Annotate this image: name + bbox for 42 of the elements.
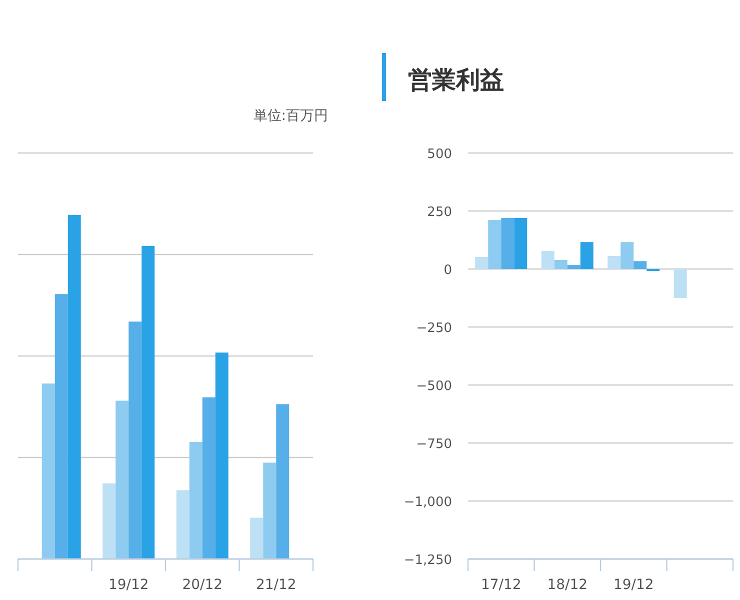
y-tick-label: 250: [427, 205, 452, 220]
y-tick-label: −750: [416, 437, 452, 452]
bar: [116, 400, 129, 559]
x-tick-label: 20/12: [182, 577, 223, 593]
x-tick-label: 21/12: [256, 577, 296, 593]
bar: [488, 220, 502, 269]
bar: [580, 242, 594, 269]
y-tick-label: −1,250: [404, 553, 452, 568]
bar: [567, 265, 580, 269]
bar: [215, 352, 228, 559]
bar: [674, 269, 687, 298]
bar: [541, 250, 554, 269]
x-tick-label: 19/12: [108, 577, 149, 593]
bar: [514, 218, 528, 269]
bar: [263, 462, 276, 559]
bar: [276, 404, 290, 559]
y-tick-label: 0: [444, 263, 452, 278]
bar: [189, 442, 202, 559]
bar: [202, 397, 216, 559]
bar: [608, 256, 621, 269]
bar: [68, 214, 81, 559]
x-tick-label: 18/12: [547, 577, 588, 593]
bar: [554, 260, 568, 269]
bar: [176, 490, 190, 559]
text: 単位:百万円: [253, 108, 328, 124]
y-tick-label: −250: [416, 321, 452, 336]
y-tick-label: 500: [427, 147, 452, 162]
x-tick-label: 19/12: [613, 577, 654, 593]
bar: [142, 246, 155, 559]
y-tick-label: −500: [416, 379, 452, 394]
bar: [128, 322, 142, 559]
bar: [54, 294, 68, 559]
bar: [501, 218, 514, 269]
bar: [42, 384, 55, 559]
x-tick-label: 17/12: [480, 577, 522, 593]
bar: [102, 483, 116, 559]
bar: [634, 261, 647, 269]
bar: [475, 256, 488, 269]
bar: [620, 242, 634, 269]
chart-title: 営業利益: [408, 66, 504, 94]
bar: [250, 518, 264, 559]
y-tick-label: −1,000: [404, 495, 452, 510]
